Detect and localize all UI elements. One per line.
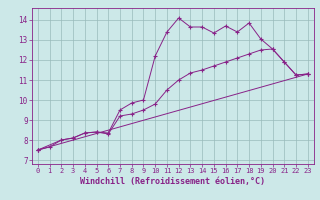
X-axis label: Windchill (Refroidissement éolien,°C): Windchill (Refroidissement éolien,°C) — [80, 177, 265, 186]
